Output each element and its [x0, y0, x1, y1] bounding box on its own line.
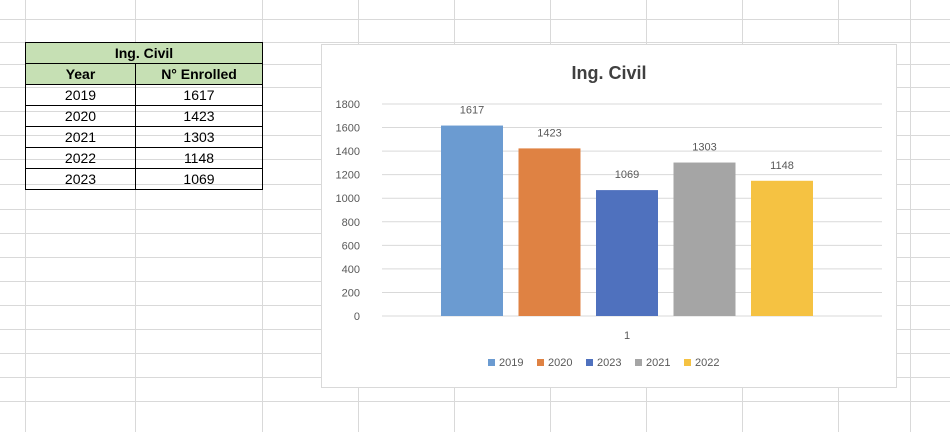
- legend-label-2019: 2019: [499, 357, 523, 369]
- data-label-2023: 1069: [615, 169, 639, 181]
- y-tick-label: 1400: [336, 146, 360, 158]
- bar-2022: [751, 180, 813, 316]
- legend-label-2023: 2023: [597, 357, 621, 369]
- table-title[interactable]: Ing. Civil: [25, 42, 263, 64]
- table-row: 2021 1303: [25, 126, 263, 148]
- table-title-row: Ing. Civil: [25, 42, 263, 64]
- cell-year[interactable]: 2019: [25, 84, 136, 106]
- data-label-2021: 1303: [692, 142, 716, 154]
- legend-label-2022: 2022: [695, 357, 719, 369]
- bar-2021: [673, 162, 736, 316]
- legend-label-2020: 2020: [548, 357, 572, 369]
- legend-swatch-2021: [635, 359, 642, 366]
- bar-2023: [596, 190, 658, 316]
- cell-enrolled[interactable]: 1148: [135, 147, 263, 169]
- chart-title: Ing. Civil: [571, 63, 646, 83]
- y-tick-label: 1200: [336, 170, 360, 182]
- x-category-label: 1: [624, 330, 630, 342]
- legend-swatch-2023: [586, 359, 593, 366]
- data-label-2020: 1423: [537, 127, 561, 139]
- bar-2019: [441, 125, 503, 316]
- cell-enrolled[interactable]: 1069: [135, 168, 263, 190]
- y-tick-label: 1600: [336, 123, 360, 135]
- data-label-2019: 1617: [460, 105, 484, 117]
- y-tick-label: 1800: [336, 99, 360, 111]
- header-year[interactable]: Year: [25, 63, 136, 85]
- y-tick-label: 600: [342, 240, 360, 252]
- table-header-row: Year N° Enrolled: [25, 63, 263, 85]
- table-row: 2020 1423: [25, 105, 263, 127]
- cell-year[interactable]: 2022: [25, 147, 136, 169]
- header-enrolled[interactable]: N° Enrolled: [135, 63, 263, 85]
- data-label-2022: 1148: [770, 160, 794, 172]
- cell-enrolled[interactable]: 1617: [135, 84, 263, 106]
- chart-area[interactable]: Ing. Civil 0 200 400 600 800 1000 1200 1400 1600 1…: [321, 44, 897, 388]
- enrollment-table: Ing. Civil Year N° Enrolled 2019 1617 20…: [25, 42, 263, 190]
- cell-enrolled[interactable]: 1423: [135, 105, 263, 127]
- legend-swatch-2022: [684, 359, 691, 366]
- y-tick-label: 400: [342, 264, 360, 276]
- cell-year[interactable]: 2021: [25, 126, 136, 148]
- legend-label-2021: 2021: [646, 357, 670, 369]
- table-row: 2022 1148: [25, 147, 263, 169]
- bar-2020: [518, 148, 581, 316]
- cell-year[interactable]: 2020: [25, 105, 136, 127]
- bar-chart: Ing. Civil 0 200 400 600 800 1000 1200 1400 1600 1…: [336, 63, 882, 369]
- legend-swatch-2020: [537, 359, 544, 366]
- table-row: 2023 1069: [25, 168, 263, 190]
- legend-swatch-2019: [488, 359, 495, 366]
- cell-year[interactable]: 2023: [25, 168, 136, 190]
- y-tick-label: 0: [354, 311, 360, 323]
- y-tick-label: 800: [342, 217, 360, 229]
- table-row: 2019 1617: [25, 84, 263, 106]
- cell-enrolled[interactable]: 1303: [135, 126, 263, 148]
- y-tick-label: 200: [342, 287, 360, 299]
- y-tick-label: 1000: [336, 193, 360, 205]
